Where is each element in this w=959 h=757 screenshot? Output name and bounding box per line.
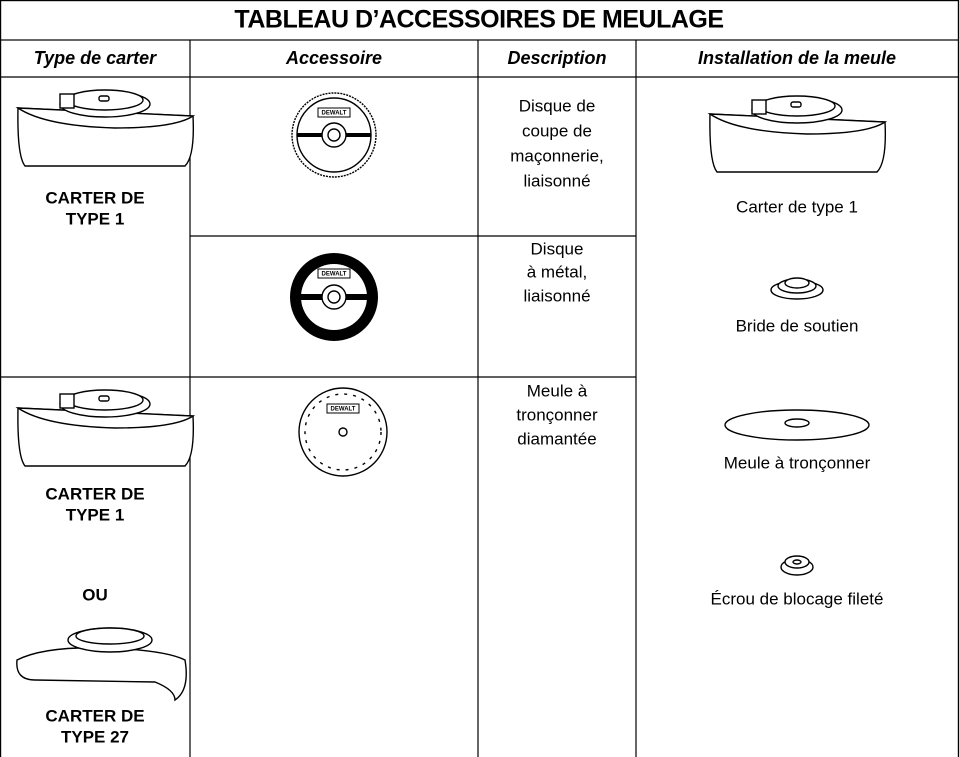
brand-logo: DEWALT [322, 111, 347, 117]
guard-type1-icon [707, 95, 888, 173]
brand-logo: DEWALT [322, 272, 347, 278]
description: Meule à [527, 381, 588, 400]
backing-flange-icon [770, 277, 824, 300]
description: liaisonné [523, 286, 590, 305]
description: liaisonné [523, 171, 590, 190]
description: maçonnerie, [510, 146, 604, 165]
guard-type1-icon [15, 89, 196, 167]
column-header: Description [507, 48, 606, 68]
installation-label: Carter de type 1 [736, 197, 858, 216]
description: diamantée [517, 429, 596, 448]
title-cell [0, 0, 959, 41]
installation-label: Meule à tronçonner [724, 453, 871, 472]
table-title: TABLEAU D’ACCESSOIRES DE MEULAGE [234, 6, 723, 34]
guard-type1-icon [15, 389, 196, 467]
guard-label: TYPE 1 [66, 209, 125, 228]
guard-type27-icon [16, 627, 187, 702]
brand-logo: DEWALT [331, 407, 356, 413]
guard-label: CARTER DE [45, 706, 144, 725]
guard-label: CARTER DE [45, 484, 144, 503]
guard-label: TYPE 1 [66, 505, 125, 524]
description: à métal, [527, 262, 587, 281]
description: coupe de [522, 121, 592, 140]
lock-nut-icon [780, 555, 814, 576]
masonry-disc-icon [291, 92, 377, 178]
or-label: OU [82, 585, 108, 604]
column-header: Accessoire [285, 48, 382, 68]
description: tronçonner [516, 405, 598, 424]
metal-disc-icon [290, 253, 378, 341]
cutting-wheel-icon [724, 409, 870, 441]
installation-label: Écrou de blocage fileté [711, 589, 884, 608]
diamond-wheel-icon [298, 387, 388, 477]
column-header: Type de carter [34, 48, 157, 68]
description: Disque [531, 239, 584, 258]
guard-label: CARTER DE [45, 188, 144, 207]
description: Disque de [519, 96, 596, 115]
column-header: Installation de la meule [698, 48, 896, 68]
installation-label: Bride de soutien [736, 316, 859, 335]
guard-label: TYPE 27 [61, 727, 129, 746]
